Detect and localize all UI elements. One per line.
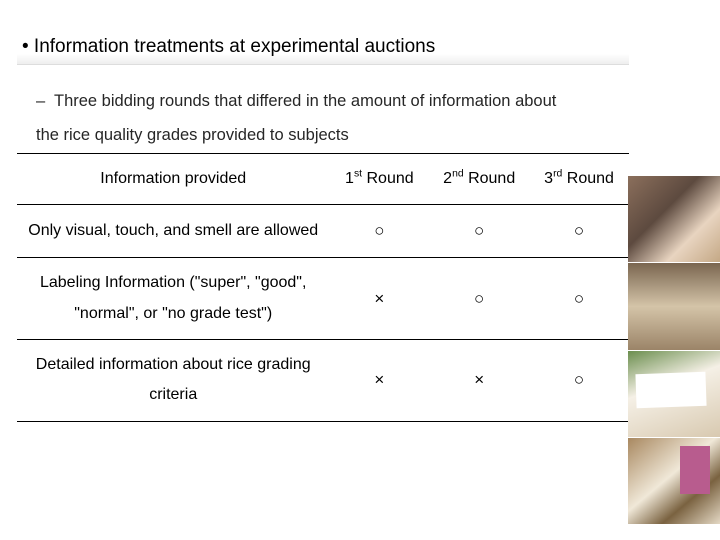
cell-r0-c2: ○ bbox=[429, 205, 529, 258]
header-round-3: 3rd Round bbox=[529, 153, 629, 204]
slide-title: • Information treatments at experimental… bbox=[17, 30, 629, 65]
row-label: Detailed information about rice grading … bbox=[17, 340, 329, 422]
bullet-dash: – bbox=[36, 85, 54, 119]
table-row: Only visual, touch, and smell are allowe… bbox=[17, 205, 629, 258]
round1-ord: st bbox=[354, 168, 362, 179]
round2-num: 2 bbox=[443, 170, 452, 187]
table-row: Detailed information about rice grading … bbox=[17, 340, 629, 422]
header-information-provided: Information provided bbox=[17, 153, 329, 204]
cell-r1-c3: ○ bbox=[529, 258, 629, 340]
experiment-photo-2 bbox=[628, 263, 720, 349]
header-round-2: 2nd Round bbox=[429, 153, 529, 204]
round3-num: 3 bbox=[544, 170, 553, 187]
round2-word: Round bbox=[464, 170, 516, 187]
experiment-photo-3 bbox=[628, 351, 720, 437]
table-header-row: Information provided 1st Round 2nd Round… bbox=[17, 153, 629, 204]
row-label: Only visual, touch, and smell are allowe… bbox=[17, 205, 329, 258]
cell-r1-c2: ○ bbox=[429, 258, 529, 340]
experiment-photo-1 bbox=[628, 176, 720, 262]
round1-word: Round bbox=[362, 170, 414, 187]
round3-ord: rd bbox=[553, 168, 562, 179]
bullet-text: –Three bidding rounds that differed in t… bbox=[36, 85, 576, 153]
cell-r1-c1: × bbox=[329, 258, 429, 340]
cell-r2-c3: ○ bbox=[529, 340, 629, 422]
cell-r2-c1: × bbox=[329, 340, 429, 422]
round2-ord: nd bbox=[452, 168, 464, 179]
cell-r0-c3: ○ bbox=[529, 205, 629, 258]
cell-r0-c1: ○ bbox=[329, 205, 429, 258]
treatments-table: Information provided 1st Round 2nd Round… bbox=[17, 153, 629, 422]
photo-strip bbox=[628, 176, 720, 524]
row-label: Labeling Information ("super", "good", "… bbox=[17, 258, 329, 340]
treatments-table-wrap: Information provided 1st Round 2nd Round… bbox=[17, 153, 629, 422]
bullet-body: Three bidding rounds that differed in th… bbox=[36, 92, 556, 144]
round1-num: 1 bbox=[345, 170, 354, 187]
cell-r2-c2: × bbox=[429, 340, 529, 422]
experiment-photo-4 bbox=[628, 438, 720, 524]
round3-word: Round bbox=[562, 170, 614, 187]
header-round-1: 1st Round bbox=[329, 153, 429, 204]
table-row: Labeling Information ("super", "good", "… bbox=[17, 258, 629, 340]
